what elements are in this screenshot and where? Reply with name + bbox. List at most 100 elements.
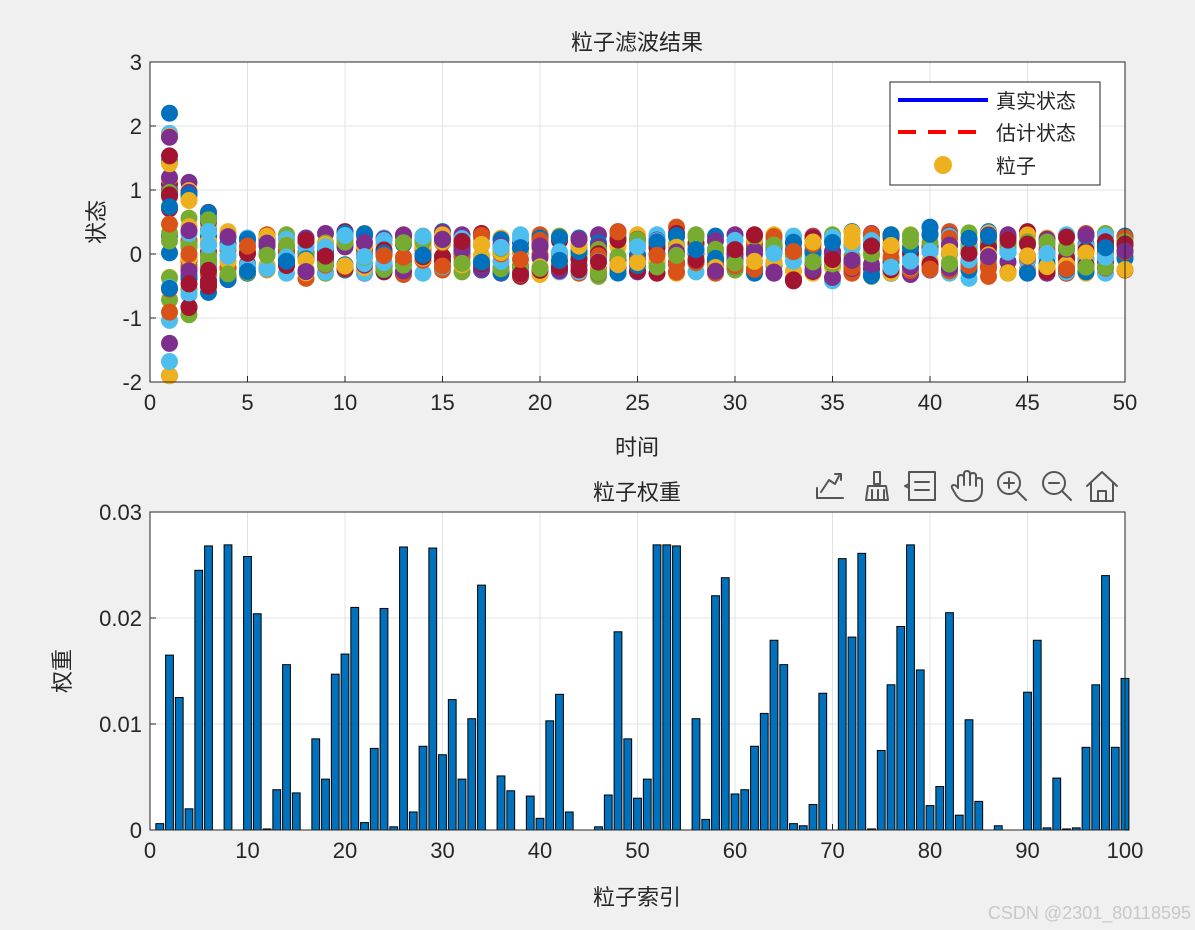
particle-marker: [356, 248, 373, 266]
export-icon[interactable]: [816, 473, 844, 499]
particle-marker: [161, 215, 178, 233]
weight-bars: [155, 544, 1130, 831]
particle-marker: [180, 245, 198, 263]
weight-bar: [194, 569, 204, 831]
particle-marker: [765, 244, 783, 262]
particle-marker: [395, 248, 412, 266]
weight-bar: [340, 653, 350, 831]
brush-icon[interactable]: [865, 471, 889, 501]
weight-bar: [818, 692, 828, 831]
particle-marker: [1058, 260, 1075, 278]
particle-marker: [258, 234, 276, 252]
particle-marker: [960, 229, 978, 247]
particle-marker: [161, 128, 178, 146]
particle-weights-axes[interactable]: 0 10 20 30 40 50 60 70 80 90 100 0 0.01 0.02 0.03 粒子权…: [51, 481, 1143, 911]
weight-bar: [272, 789, 282, 831]
particle-marker: [785, 271, 802, 289]
pan-hand-icon[interactable]: [950, 470, 983, 502]
weight-bar: [691, 718, 701, 831]
particle-marker: [317, 247, 334, 265]
particle-marker: [375, 247, 393, 265]
x-axis-label: 粒子索引: [593, 886, 681, 911]
particle-marker: [453, 232, 471, 250]
particle-marker: [473, 235, 490, 253]
weight-bar: [418, 745, 428, 831]
y-tick-label: 0.02: [99, 606, 142, 631]
x-tick-label: 30: [723, 390, 747, 415]
particle-marker: [239, 262, 256, 280]
particle-marker: [473, 253, 490, 271]
particle-marker: [804, 253, 822, 271]
particle-marker: [395, 234, 412, 252]
particle-marker: [668, 246, 685, 264]
particle-marker: [512, 265, 529, 283]
particle-marker: [804, 233, 822, 251]
particle-marker: [551, 251, 568, 269]
particle-marker: [161, 232, 178, 250]
weight-bar: [311, 738, 321, 831]
x-tick-label: 0: [144, 838, 156, 863]
weight-bar: [457, 778, 467, 831]
particle-marker: [161, 198, 178, 216]
particle-marker: [726, 241, 744, 259]
x-tick-label: 60: [723, 838, 747, 863]
legend[interactable]: 真实状态 估计状态 粒子: [889, 81, 1101, 186]
y-tick-labels: 0 0.01 0.02 0.03: [99, 500, 142, 843]
particle-marker: [1038, 258, 1056, 276]
weight-bar: [525, 795, 535, 831]
x-tick-label: 15: [430, 390, 454, 415]
zoom-out-icon[interactable]: [1042, 471, 1072, 501]
particle-marker: [999, 231, 1017, 249]
watermark: CSDN @2301_80118595: [987, 903, 1191, 923]
home-icon[interactable]: [1086, 471, 1118, 502]
particle-marker: [356, 233, 373, 251]
x-tick-label: 80: [918, 838, 942, 863]
x-tick-label: 20: [333, 838, 357, 863]
particle-marker: [258, 246, 276, 264]
particle-marker: [414, 246, 432, 264]
x-tick-label: 50: [1113, 390, 1137, 415]
weight-bar: [642, 778, 652, 831]
particle-marker: [707, 262, 724, 280]
zoom-in-icon[interactable]: [997, 471, 1027, 501]
particle-marker: [843, 251, 861, 269]
weight-bar: [750, 745, 759, 831]
weight-bar: [623, 738, 633, 831]
x-tick-label: 45: [1015, 390, 1039, 415]
y-tick-labels: -2 -1 0 1 2 3: [122, 50, 142, 395]
particle-marker: [824, 269, 841, 287]
datatip-icon[interactable]: [904, 471, 936, 501]
weight-bar: [837, 558, 847, 831]
weight-bar: [711, 595, 720, 831]
particle-marker: [414, 264, 432, 282]
weight-bar: [321, 778, 330, 831]
particle-marker: [882, 258, 900, 276]
chart-title: 粒子权重: [593, 481, 681, 506]
particle-marker: [219, 247, 237, 265]
weight-bar: [1101, 575, 1110, 831]
weight-bar: [204, 545, 213, 831]
weight-bar: [291, 792, 301, 831]
weight-bar: [1052, 777, 1062, 831]
weight-bar: [789, 823, 798, 831]
particle-marker: [161, 352, 178, 370]
axes-box: [149, 511, 1126, 831]
x-tick-label: 40: [528, 838, 552, 863]
axes-toolbar: [816, 470, 1118, 502]
particle-marker: [161, 303, 178, 321]
particle-marker: [161, 367, 178, 385]
x-tick-label: 5: [241, 390, 253, 415]
x-tick-label: 10: [235, 838, 259, 863]
weight-bar: [730, 793, 740, 831]
weight-bar: [945, 612, 954, 831]
weight-bar: [603, 794, 613, 831]
particle-marker: [648, 258, 666, 276]
legend-estimate-label: 估计状态: [996, 121, 1076, 145]
particle-marker: [902, 252, 919, 270]
particle-marker: [785, 243, 802, 261]
particle-marker: [590, 253, 607, 271]
weight-bar: [925, 805, 935, 831]
particle-marker: [1019, 235, 1036, 253]
